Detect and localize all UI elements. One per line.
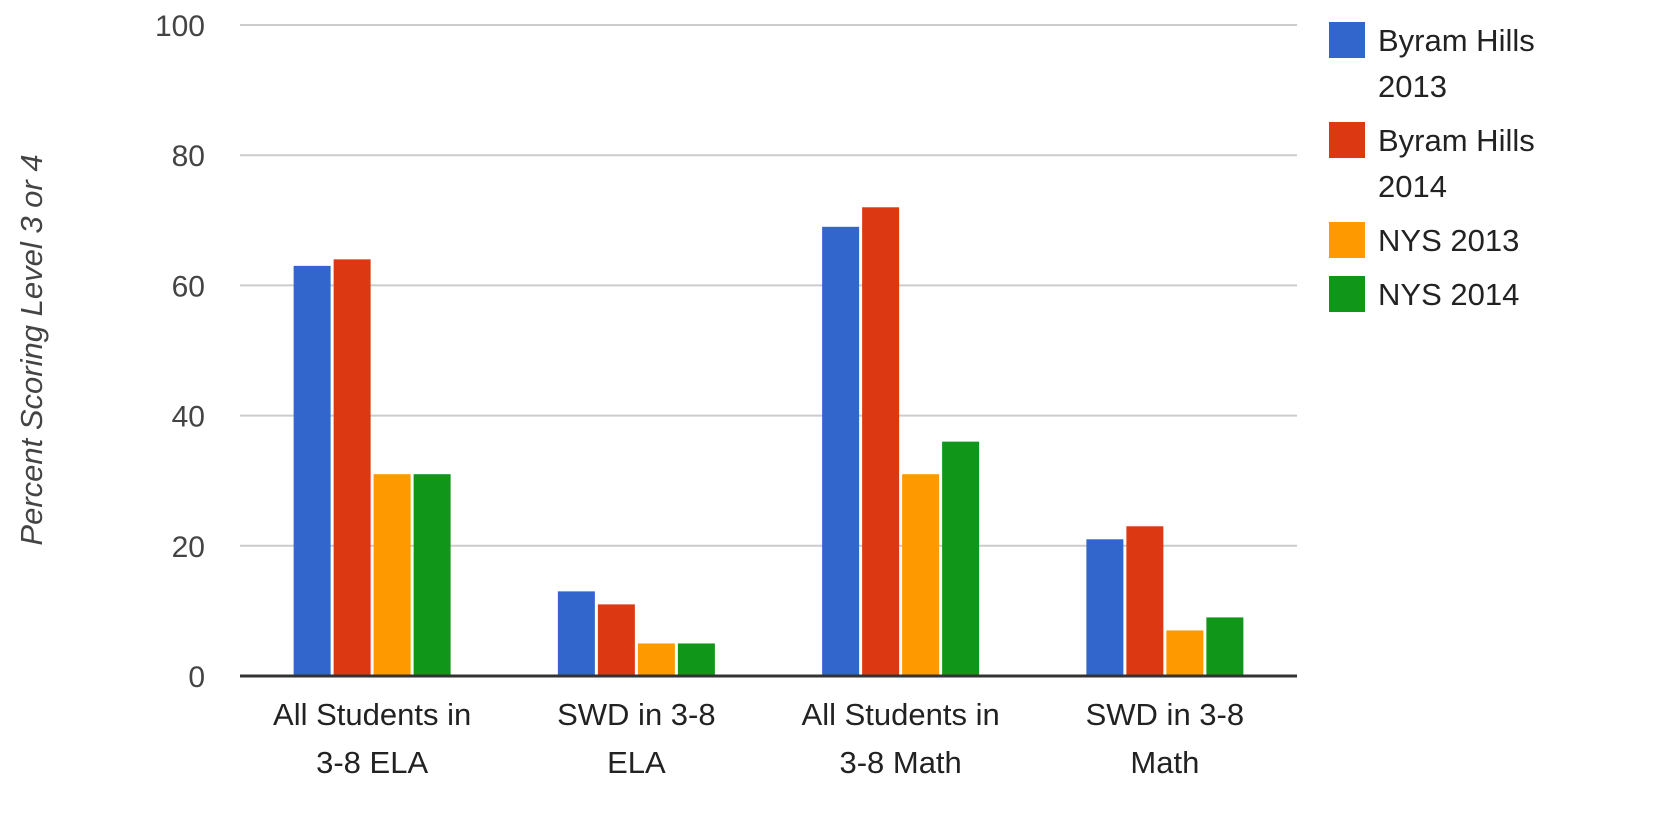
x-category-label-line: ELA: [607, 745, 666, 780]
legend-label-line: NYS 2013: [1378, 223, 1519, 258]
legend-label: Byram Hills 2014: [1378, 123, 1535, 204]
gridlines: [240, 24, 1297, 547]
x-category-label-line: SWD in 3-8: [1086, 697, 1244, 732]
bar: [942, 441, 980, 676]
legend-swatch: [1329, 276, 1365, 312]
x-category-label-line: 3-8 ELA: [316, 745, 428, 780]
axes: 0 20 40 60 80 100 All Students in 3-8 ELA SWD in…: [155, 10, 1297, 780]
bar: [1126, 526, 1164, 676]
legend-swatch: [1329, 22, 1365, 58]
legend-label-line: 2014: [1378, 169, 1447, 204]
legend-swatch: [1329, 222, 1365, 258]
x-category-label: SWD in 3-8 ELA: [557, 697, 715, 780]
bar: [862, 207, 900, 676]
bar: [413, 474, 451, 676]
legend-label-line: NYS 2014: [1378, 277, 1519, 312]
y-tick-label: 20: [172, 531, 205, 564]
bar: [557, 591, 595, 676]
bars: [293, 207, 1244, 676]
bar: [293, 265, 331, 676]
legend-label: NYS 2014: [1378, 277, 1519, 312]
x-category-label-line: Math: [1130, 745, 1199, 780]
y-tick-label: 80: [172, 140, 205, 173]
legend: Byram Hills 2013 Byram Hills 2014 NYS 2013 NY…: [1329, 22, 1535, 312]
bar: [637, 643, 675, 676]
legend-label: Byram Hills 2013: [1378, 23, 1535, 104]
bar: [1206, 617, 1244, 676]
legend-label-line: 2013: [1378, 69, 1447, 104]
bar: [597, 604, 635, 676]
bar: [902, 474, 940, 676]
x-category-label-line: All Students in: [273, 697, 471, 732]
bar: [677, 643, 715, 676]
bar: [1166, 630, 1204, 676]
y-tick-label: 100: [155, 10, 205, 43]
legend-swatch: [1329, 122, 1365, 158]
y-tick-label: 40: [172, 401, 205, 434]
y-tick-label: 0: [188, 661, 205, 694]
y-axis-label: Percent Scoring Level 3 or 4: [14, 154, 49, 545]
x-category-label: SWD in 3-8 Math: [1086, 697, 1244, 780]
legend-label-line: Byram Hills: [1378, 23, 1535, 58]
bar: [1086, 539, 1124, 676]
x-category-label: All Students in 3-8 ELA: [273, 697, 471, 780]
x-category-label-line: SWD in 3-8: [557, 697, 715, 732]
x-category-label-line: All Students in: [802, 697, 1000, 732]
bar: [822, 226, 860, 676]
bar: [333, 259, 371, 676]
legend-label-line: Byram Hills: [1378, 123, 1535, 158]
y-tick-label: 60: [172, 270, 205, 303]
x-category-label: All Students in 3-8 Math: [802, 697, 1000, 780]
bar: [373, 474, 411, 676]
legend-label: NYS 2013: [1378, 223, 1519, 258]
x-category-label-line: 3-8 Math: [839, 745, 961, 780]
